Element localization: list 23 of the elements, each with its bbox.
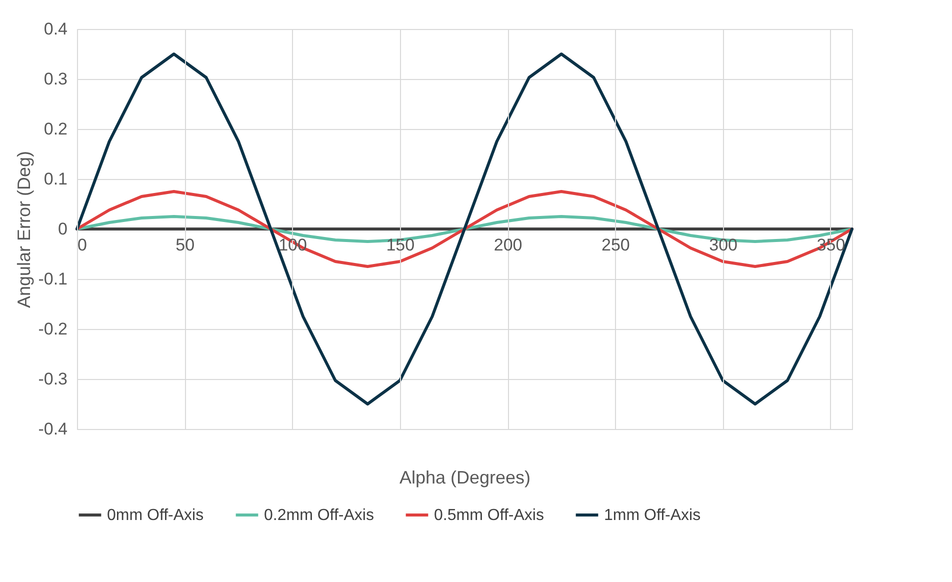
line-series — [76, 190, 854, 268]
y-tick-label: 0.3 — [44, 70, 68, 88]
y-tick-label: -0.4 — [38, 420, 68, 438]
y-tick-label: -0.3 — [38, 370, 68, 388]
y-tick-label: -0.2 — [38, 320, 68, 338]
x-tick-label: 50 — [176, 236, 195, 254]
x-tick-label: 0 — [78, 236, 87, 254]
x-axis-title: Alpha (Degrees) — [399, 468, 531, 488]
line-series — [76, 52, 854, 406]
legend-label: 0.2mm Off-Axis — [264, 507, 374, 524]
x-tick-label: 200 — [494, 236, 522, 254]
y-tick-label: -0.1 — [38, 270, 68, 288]
y-tick-label: 0 — [58, 220, 68, 238]
legend-label: 1mm Off-Axis — [604, 507, 701, 524]
y-tick-label: 0.1 — [44, 170, 68, 188]
y-tick-label: 0.2 — [44, 120, 68, 138]
legend-label: 0mm Off-Axis — [107, 507, 204, 524]
x-tick-label: 300 — [709, 236, 738, 254]
y-axis-title: Angular Error (Deg) — [14, 150, 34, 308]
legend-label: 0.5mm Off-Axis — [434, 507, 544, 524]
x-tick-label: 250 — [602, 236, 630, 254]
y-tick-label: 0.4 — [44, 20, 68, 38]
x-tick-label: 150 — [386, 236, 415, 254]
